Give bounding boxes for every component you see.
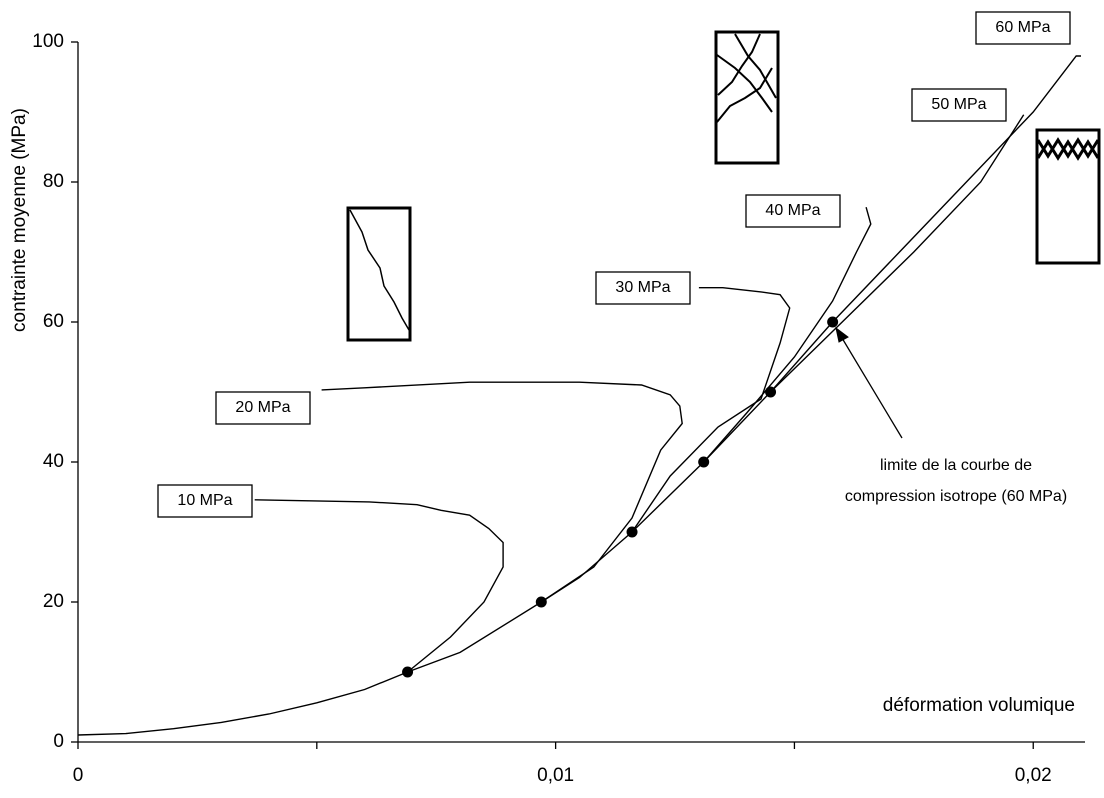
y-tick-label: 0	[53, 731, 64, 752]
x-axis-label: déformation volumique	[883, 695, 1075, 716]
label-box	[911, 88, 1007, 122]
data-point	[765, 386, 777, 398]
series-line	[254, 499, 504, 673]
annotation: limite de la courbe de	[880, 457, 1032, 474]
series-line	[832, 55, 1081, 323]
data-point	[698, 456, 710, 468]
curve-label: 60 MPa	[995, 19, 1050, 36]
series-line	[770, 114, 1025, 393]
label-box	[157, 484, 253, 518]
data-point	[626, 526, 638, 538]
data-point	[535, 596, 547, 608]
x-tick-label: 0	[73, 765, 84, 786]
series-line	[321, 381, 683, 603]
label-box	[215, 391, 311, 425]
label-box	[745, 194, 841, 228]
curve-label: 50 MPa	[931, 96, 986, 113]
x-tick-label: 0,02	[1015, 765, 1052, 786]
curve-label: 10 MPa	[177, 492, 232, 509]
y-tick-label: 80	[43, 171, 64, 192]
y-tick-label: 20	[43, 591, 64, 612]
y-tick-label: 100	[32, 31, 64, 52]
data-point	[827, 316, 839, 328]
specimen-sketch	[346, 30, 1101, 342]
y-axis-label: contrainte moyenne (MPa)	[9, 108, 30, 332]
y-tick-label: 40	[43, 451, 64, 472]
series-line	[631, 287, 791, 533]
series-line	[77, 321, 834, 736]
arrow	[835, 326, 903, 439]
label-box	[975, 11, 1071, 45]
annotation: compression isotrope (60 MPa)	[845, 488, 1067, 505]
data-point	[402, 666, 414, 678]
x-tick-label: 0,01	[537, 765, 574, 786]
curve-label: 40 MPa	[765, 202, 820, 219]
curve-label: 20 MPa	[235, 399, 290, 416]
label-box	[595, 271, 691, 305]
y-tick-label: 60	[43, 311, 64, 332]
curve-label: 30 MPa	[615, 279, 670, 296]
series-line	[703, 207, 872, 463]
